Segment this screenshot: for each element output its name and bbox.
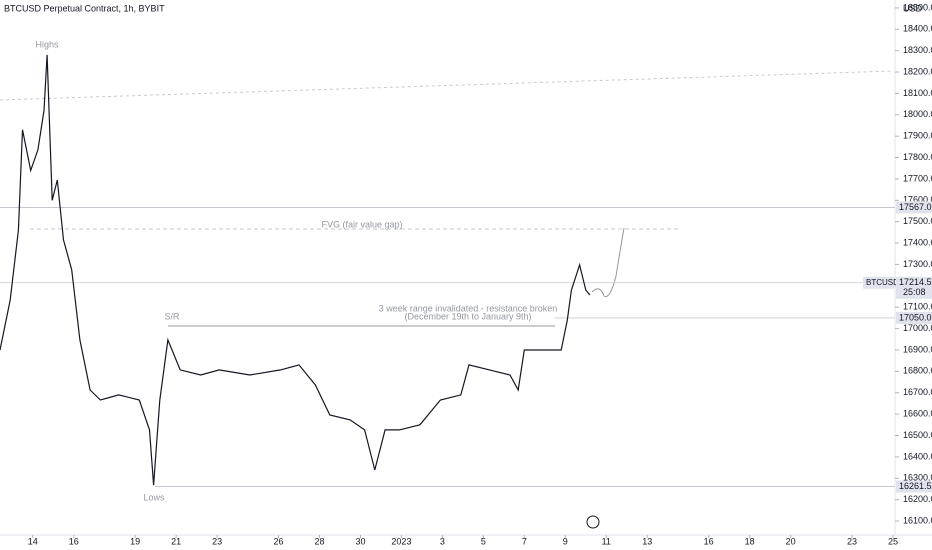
x-tick-label: 26: [274, 536, 284, 546]
y-tick-label: 18200.0: [903, 66, 932, 76]
x-tick-label: 21: [171, 536, 181, 546]
x-tick-label: 30: [355, 536, 365, 546]
y-tick-label: 18000.0: [903, 109, 932, 119]
y-tick-label: 18100.0: [903, 88, 932, 98]
y-tick-label: 17000.0: [903, 323, 932, 333]
level-label: 16261.5: [899, 481, 932, 491]
x-tick-label: 9: [563, 536, 568, 546]
x-tick-label: 23: [212, 536, 222, 546]
annotation: S/R: [164, 311, 180, 321]
y-tick-label: 17100.0: [903, 302, 932, 312]
current-name: BTCUSD.P: [866, 278, 906, 287]
x-tick-label: 18: [745, 536, 755, 546]
y-tick-label: 17900.0: [903, 131, 932, 141]
x-tick-label: 19: [130, 536, 140, 546]
annotation: Lows: [143, 492, 165, 502]
x-tick-label: 20: [786, 536, 796, 546]
x-tick-label: 14: [28, 536, 38, 546]
y-tick-label: 16200.0: [903, 494, 932, 504]
current-name-badge: [863, 276, 895, 289]
x-tick-label: 11: [602, 536, 611, 546]
y-tick-label: 16700.0: [903, 387, 932, 397]
x-tick-label: 16: [704, 536, 714, 546]
event-icon[interactable]: [586, 515, 600, 529]
x-tick-label: 25: [888, 536, 898, 546]
x-tick-label: 16: [69, 536, 79, 546]
x-tick-label: 2023: [391, 536, 411, 546]
level-badge: [896, 311, 932, 324]
current-price-badge: [896, 276, 932, 299]
trend-line: [0, 70, 894, 101]
y-tick-label: 18400.0: [903, 24, 932, 34]
x-tick-label: 13: [642, 536, 652, 546]
chart-title: BTCUSD Perpetual Contract, 1h, BYBIT: [4, 3, 165, 13]
y-tick-label: 16900.0: [903, 344, 932, 354]
y-tick-label: 17800.0: [903, 152, 932, 162]
y-tick-label: 16100.0: [903, 515, 932, 525]
level-label: 17050.0: [899, 312, 932, 322]
y-tick-label: 16800.0: [903, 366, 932, 376]
y-tick-label: 16600.0: [903, 408, 932, 418]
y-tick-label: 18500.0: [903, 2, 932, 12]
annotation: (December 19th to January 9th): [404, 311, 531, 321]
y-tick-label: 17500.0: [903, 216, 932, 226]
y-tick-label: 16300.0: [903, 473, 932, 483]
y-tick-label: 17400.0: [903, 237, 932, 247]
annotation: 3 week range invalidated - resistance br…: [379, 303, 558, 313]
y-tick-label: 18300.0: [903, 45, 932, 55]
projection-arrow: [591, 227, 625, 298]
countdown: 25:08: [903, 287, 926, 297]
level-badge: [896, 201, 932, 214]
y-tick-label: 17600.0: [903, 195, 932, 205]
x-tick-label: 23: [847, 536, 857, 546]
y-tick-label: 17700.0: [903, 173, 932, 183]
y-tick-label: 17300.0: [903, 259, 932, 269]
y-tick-label: 16400.0: [903, 451, 932, 461]
price-line: [0, 54, 591, 486]
y-tick-label: 16500.0: [903, 430, 932, 440]
x-tick-label: 28: [315, 536, 325, 546]
annotation: Highs: [35, 39, 59, 49]
x-tick-label: 3: [440, 536, 445, 546]
level-badge: [896, 480, 932, 493]
annotation: FVG (fair value gap): [321, 219, 402, 229]
currency: USD: [903, 3, 923, 13]
x-tick-label: 7: [522, 536, 527, 546]
current-price-label: 17214.5: [899, 277, 932, 287]
level-label: 17567.0: [899, 202, 932, 212]
x-tick-label: 5: [481, 536, 486, 546]
